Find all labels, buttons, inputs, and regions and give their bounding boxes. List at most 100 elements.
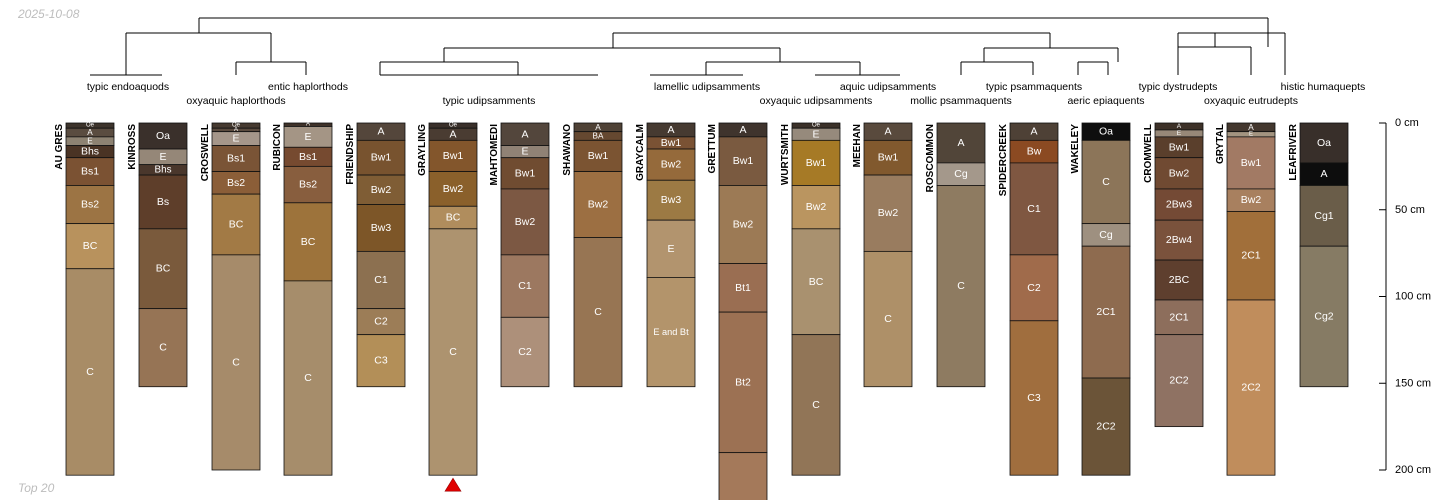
- horizon-label: Bw1: [371, 152, 392, 164]
- taxon-label: lamellic udipsamments: [654, 81, 760, 93]
- truncation-marker: [444, 477, 462, 492]
- horizon-label: C: [232, 356, 240, 368]
- horizon-label: Oe: [232, 123, 241, 129]
- horizon-label: BC: [83, 240, 98, 252]
- horizon: [356, 334, 406, 388]
- horizon: [283, 165, 333, 204]
- horizon-label: C: [594, 306, 602, 318]
- horizon: [1226, 136, 1276, 190]
- taxon-label: entic haplorthods: [268, 81, 348, 93]
- horizon-label: Oe: [86, 123, 95, 129]
- horizon: [718, 136, 768, 186]
- horizon: [428, 171, 478, 207]
- horizon-label: A: [595, 123, 601, 132]
- horizon-label: Bw1: [661, 137, 682, 149]
- horizon: [646, 179, 696, 221]
- profile-name: GRETTUM: [707, 124, 718, 173]
- horizon-label: Bs2: [299, 179, 317, 191]
- horizon-label: A: [884, 126, 891, 138]
- horizon: [283, 202, 333, 282]
- horizon-label: 2C1: [1169, 311, 1188, 323]
- taxon-label: typic endoaquods: [87, 81, 169, 93]
- horizon-label: Bs1: [299, 151, 317, 163]
- horizon-label: Bw: [1027, 146, 1042, 158]
- horizon-label: Bs2: [227, 177, 245, 189]
- horizon: [138, 308, 188, 388]
- horizon: [356, 250, 406, 310]
- horizon-label: C2: [374, 316, 388, 328]
- profile-name: GRAYCALM: [635, 124, 646, 181]
- horizon-label: Bw1: [878, 152, 899, 164]
- profile-name: MEEHAN: [852, 124, 863, 167]
- horizon-label: Cg2: [1314, 310, 1333, 322]
- taxon-label: typic udipsamments: [443, 95, 536, 107]
- profile-name: FRIENDSHIP: [345, 124, 356, 185]
- horizon-label: Bs: [157, 196, 169, 208]
- horizon-label: C: [304, 372, 312, 384]
- horizon: [356, 308, 406, 336]
- horizon-label: Bw1: [1169, 141, 1190, 153]
- horizon-label: E: [87, 137, 93, 146]
- horizon: [1081, 377, 1131, 476]
- horizon: [936, 185, 986, 388]
- horizon: [356, 204, 406, 252]
- depth-axis-label: 0 cm: [1395, 117, 1419, 129]
- profile-name: LEAFRIVER: [1288, 123, 1299, 180]
- horizon-label: C1: [1027, 203, 1041, 215]
- horizon-label: Oe: [449, 123, 458, 129]
- horizon: [863, 174, 913, 252]
- horizon-label: Bw2: [1169, 167, 1190, 179]
- taxon-label: oxyaquic udipsamments: [760, 95, 873, 107]
- horizon-label: BC: [229, 218, 244, 230]
- horizon-label: Bw2: [806, 201, 827, 213]
- horizon-label: C3: [374, 355, 388, 367]
- horizon: [211, 193, 261, 256]
- taxon-label: mollic psammaquents: [910, 95, 1012, 107]
- horizon-label: Bhs: [81, 146, 99, 158]
- horizon: [718, 452, 768, 500]
- horizon: [428, 228, 478, 476]
- horizon-label: BA: [593, 132, 604, 141]
- horizon: [500, 316, 550, 388]
- horizon-label: Bw1: [443, 150, 464, 162]
- horizon-label: C: [159, 342, 167, 354]
- horizon-label: C: [884, 313, 892, 325]
- horizon-label: A: [234, 127, 238, 133]
- horizon-label: A: [449, 128, 456, 140]
- horizon-label: A: [1030, 126, 1037, 138]
- taxon-label: histic humaquepts: [1281, 81, 1366, 93]
- horizon-label: C1: [518, 280, 532, 292]
- profile-name: ROSCOMMON: [925, 124, 936, 192]
- horizon: [1081, 245, 1131, 379]
- horizon: [500, 188, 550, 256]
- horizon-label: A: [739, 124, 746, 136]
- horizon-label: 2Bw4: [1166, 234, 1192, 246]
- horizon-label: Bw1: [1241, 157, 1262, 169]
- date-stamp: 2025-10-08: [18, 7, 80, 21]
- horizon: [1154, 188, 1204, 221]
- horizon: [138, 228, 188, 310]
- horizon-label: 2C1: [1241, 250, 1260, 262]
- horizon: [863, 139, 913, 176]
- horizon-label: E: [1249, 131, 1253, 137]
- horizon-label: Bw2: [878, 207, 899, 219]
- horizon-label: A: [957, 137, 964, 149]
- horizon-label: Oa: [1099, 126, 1113, 138]
- taxon-label: oxyaquic haplorthods: [186, 95, 285, 107]
- horizon: [500, 157, 550, 190]
- horizon-label: Bw1: [588, 150, 609, 162]
- horizon-label: Bs1: [227, 153, 245, 165]
- horizon: [65, 185, 115, 225]
- horizon-label: E: [304, 131, 311, 143]
- horizon: [646, 277, 696, 388]
- horizon-label: C3: [1027, 392, 1041, 404]
- horizon: [1081, 139, 1131, 225]
- horizon-label: C2: [518, 346, 532, 358]
- horizon-label: BC: [446, 212, 461, 224]
- horizon-label: E: [667, 243, 674, 255]
- profile-name: GRAYLING: [417, 124, 428, 176]
- profile-name: CROMWELL: [1143, 124, 1154, 183]
- taxon-label: oxyaquic eutrudepts: [1204, 95, 1298, 107]
- horizon-label: Bw2: [588, 199, 609, 211]
- horizon-label: E: [159, 151, 166, 163]
